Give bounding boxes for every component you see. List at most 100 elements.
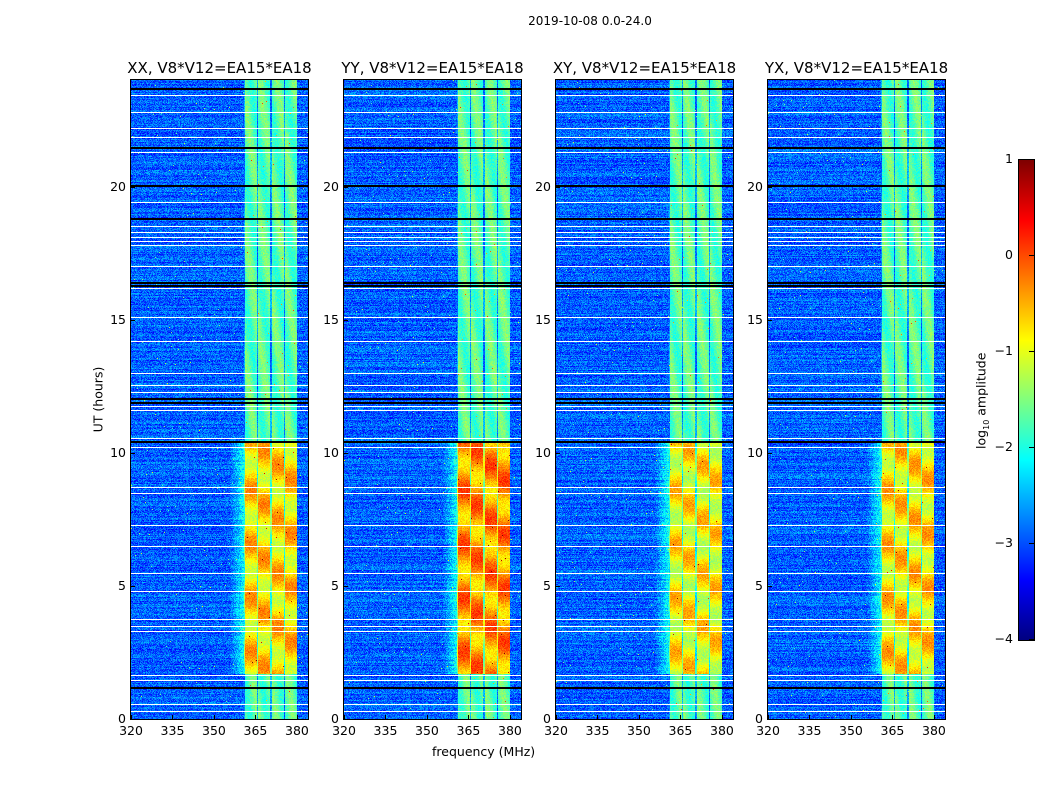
- y-tick-label: 10: [323, 444, 339, 460]
- x-tick-label: 320: [119, 723, 143, 738]
- y-axis-label: UT (hours): [90, 366, 106, 433]
- x-tick-label: 335: [585, 723, 610, 738]
- y-tick-mark: [131, 719, 135, 720]
- colorbar-tick-mark: [1029, 159, 1034, 160]
- x-tick-mark: [172, 715, 174, 719]
- spectrogram-yx: [767, 79, 946, 720]
- y-tick-label: 20: [323, 178, 339, 194]
- x-tick-label: 335: [160, 723, 185, 738]
- y-tick-mark: [131, 452, 135, 454]
- x-tick-mark: [509, 715, 511, 719]
- y-tick-label: 5: [543, 577, 551, 593]
- y-tick-label: 20: [535, 178, 551, 194]
- x-axis-label: frequency (MHz): [432, 744, 536, 759]
- y-tick-label: 5: [331, 577, 339, 593]
- x-tick-mark: [933, 715, 935, 719]
- colorbar-tick-mark: [1029, 351, 1034, 352]
- x-tick-mark: [721, 715, 723, 719]
- y-tick-label: 10: [535, 444, 551, 460]
- colorbar-tick-label: 0: [1005, 247, 1013, 262]
- y-tick-mark: [344, 452, 348, 454]
- x-tick-mark: [385, 715, 387, 719]
- y-tick-label: 10: [110, 444, 126, 460]
- x-tick-mark: [809, 715, 811, 719]
- x-tick-mark: [468, 715, 470, 719]
- y-tick-label: 15: [535, 311, 551, 327]
- x-tick-label: 365: [243, 723, 268, 738]
- y-tick-mark: [556, 585, 560, 587]
- spectrogram-yy: [343, 79, 522, 720]
- y-tick-mark: [344, 719, 348, 720]
- colorbar-tick-mark: [1029, 543, 1034, 544]
- x-tick-mark: [296, 715, 298, 719]
- figure-title: 2019-10-08 0.0-24.0: [528, 14, 652, 28]
- y-tick-mark: [556, 719, 560, 720]
- colorbar-label-sub: 10: [981, 419, 991, 430]
- colorbar-tick-mark: [1029, 255, 1034, 256]
- panel-title: XX, V8*V12=EA15*EA18: [127, 59, 312, 77]
- y-tick-mark: [768, 452, 772, 454]
- x-tick-label: 320: [544, 723, 568, 738]
- colorbar-label-log: log: [973, 429, 989, 449]
- colorbar-tick-label: −4: [994, 631, 1013, 646]
- x-tick-label: 380: [498, 723, 522, 738]
- y-tick-label: 0: [755, 711, 763, 726]
- y-tick-label: 20: [747, 178, 763, 194]
- x-tick-label: 350: [202, 723, 226, 738]
- x-tick-label: 320: [756, 723, 780, 738]
- x-tick-label: 365: [668, 723, 693, 738]
- y-tick-label: 10: [747, 444, 763, 460]
- colorbar-tick-label: −3: [994, 535, 1013, 550]
- x-tick-mark: [344, 715, 345, 719]
- y-tick-mark: [768, 319, 772, 321]
- x-tick-label: 380: [922, 723, 946, 738]
- y-tick-mark: [556, 452, 560, 454]
- y-tick-mark: [768, 186, 772, 188]
- spectrogram-xy: [555, 79, 734, 720]
- x-tick-mark: [556, 715, 557, 719]
- y-tick-label: 0: [331, 711, 339, 726]
- x-tick-label: 335: [373, 723, 398, 738]
- y-tick-mark: [344, 319, 348, 321]
- y-tick-mark: [768, 585, 772, 587]
- y-tick-label: 20: [110, 178, 126, 194]
- x-tick-mark: [255, 715, 257, 719]
- y-tick-mark: [556, 319, 560, 321]
- y-tick-label: 0: [543, 711, 551, 726]
- y-tick-label: 15: [323, 311, 339, 327]
- y-tick-label: 5: [118, 577, 126, 593]
- colorbar-tick-label: −2: [994, 439, 1013, 454]
- y-tick-mark: [344, 186, 348, 188]
- x-tick-label: 350: [839, 723, 863, 738]
- y-tick-mark: [344, 585, 348, 587]
- y-tick-mark: [131, 186, 135, 188]
- colorbar-label-rest: amplitude: [973, 352, 989, 420]
- x-tick-label: 320: [332, 723, 356, 738]
- y-tick-label: 0: [118, 711, 126, 726]
- x-tick-mark: [213, 715, 215, 719]
- x-tick-mark: [638, 715, 640, 719]
- panel-title: YX, V8*V12=EA15*EA18: [764, 59, 949, 77]
- colorbar-gradient: [1018, 159, 1035, 641]
- colorbar-tick-mark: [1029, 639, 1034, 640]
- panel-title: XY, V8*V12=EA15*EA18: [552, 59, 737, 77]
- x-tick-mark: [131, 715, 132, 719]
- x-tick-mark: [426, 715, 428, 719]
- x-tick-mark: [597, 715, 599, 719]
- y-tick-label: 15: [747, 311, 763, 327]
- x-tick-mark: [680, 715, 682, 719]
- x-tick-mark: [768, 715, 769, 719]
- x-tick-mark: [892, 715, 894, 719]
- x-tick-label: 365: [880, 723, 905, 738]
- x-tick-label: 350: [415, 723, 439, 738]
- colorbar-label: log10 amplitude: [973, 341, 991, 461]
- spectrogram-xx: [130, 79, 309, 720]
- colorbar-tick-label: 1: [1005, 151, 1013, 166]
- colorbar-tick-label: −1: [994, 343, 1013, 358]
- x-tick-label: 365: [456, 723, 481, 738]
- x-tick-label: 380: [710, 723, 734, 738]
- y-tick-mark: [768, 719, 772, 720]
- y-tick-mark: [131, 319, 135, 321]
- x-tick-label: 350: [627, 723, 651, 738]
- y-tick-mark: [131, 585, 135, 587]
